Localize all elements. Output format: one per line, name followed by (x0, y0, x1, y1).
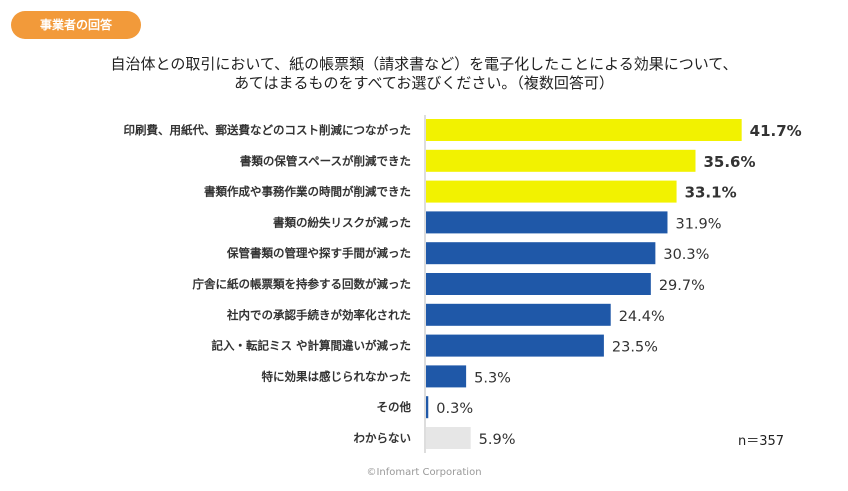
category-label: わからない (354, 431, 412, 445)
bar (426, 211, 668, 234)
value-label: 24.4% (619, 309, 665, 325)
category-label: 保管書類の管理や探す手間が減った (226, 246, 411, 260)
value-label: 35.6% (703, 153, 755, 171)
bar (426, 396, 429, 419)
value-label: 41.7% (750, 122, 802, 140)
bar (426, 427, 471, 449)
value-label: 0.3% (436, 401, 473, 417)
category-label: 特に効果は感じられなかった (262, 369, 412, 383)
value-label: 33.1% (685, 184, 737, 202)
bar (426, 273, 651, 295)
category-label: 書類作成や事務作業の時間が削減できた (204, 185, 411, 199)
category-label: 書類の紛失リスクが減った (273, 215, 411, 229)
question-line-1: 自治体との取引において、紙の帳票類（請求書など）を電子化したことによる効果につい… (110, 55, 738, 73)
bar (426, 365, 467, 388)
bar (426, 303, 611, 326)
copyright-footnote: ©Infomart Corporation (366, 467, 482, 478)
question-line-2: あてはまるものをすべてお選びください。（複数回答可） (234, 74, 614, 92)
value-label: 31.9% (675, 216, 721, 232)
sample-size-label: n＝357 (738, 434, 784, 449)
value-label: 5.9% (479, 432, 516, 448)
value-label: 23.5% (612, 340, 658, 356)
respondent-badge: 事業者の回答 (11, 11, 141, 39)
question-text: 自治体との取引において、紙の帳票類（請求書など）を電子化したことによる効果につい… (40, 55, 808, 93)
category-label: 印刷費、用紙代、郵送費などのコスト削減につながった (124, 123, 412, 137)
value-label: 29.7% (659, 278, 705, 294)
category-label: 庁舎に紙の帳票類を持参する回数が減った (192, 277, 412, 291)
bar (426, 149, 696, 172)
category-label: その他 (377, 400, 412, 414)
value-label: 30.3% (663, 247, 709, 263)
bar (426, 242, 656, 265)
category-label: 書類の保管スペースが削減できた (240, 154, 411, 168)
bar (426, 180, 677, 203)
value-label: 5.3% (474, 370, 511, 386)
category-label: 記入・転記ミス や計算間違いが減った (211, 339, 411, 353)
category-label: 社内での承認手続きが効率化された (226, 308, 411, 322)
bar (426, 119, 742, 141)
bar (426, 334, 604, 357)
